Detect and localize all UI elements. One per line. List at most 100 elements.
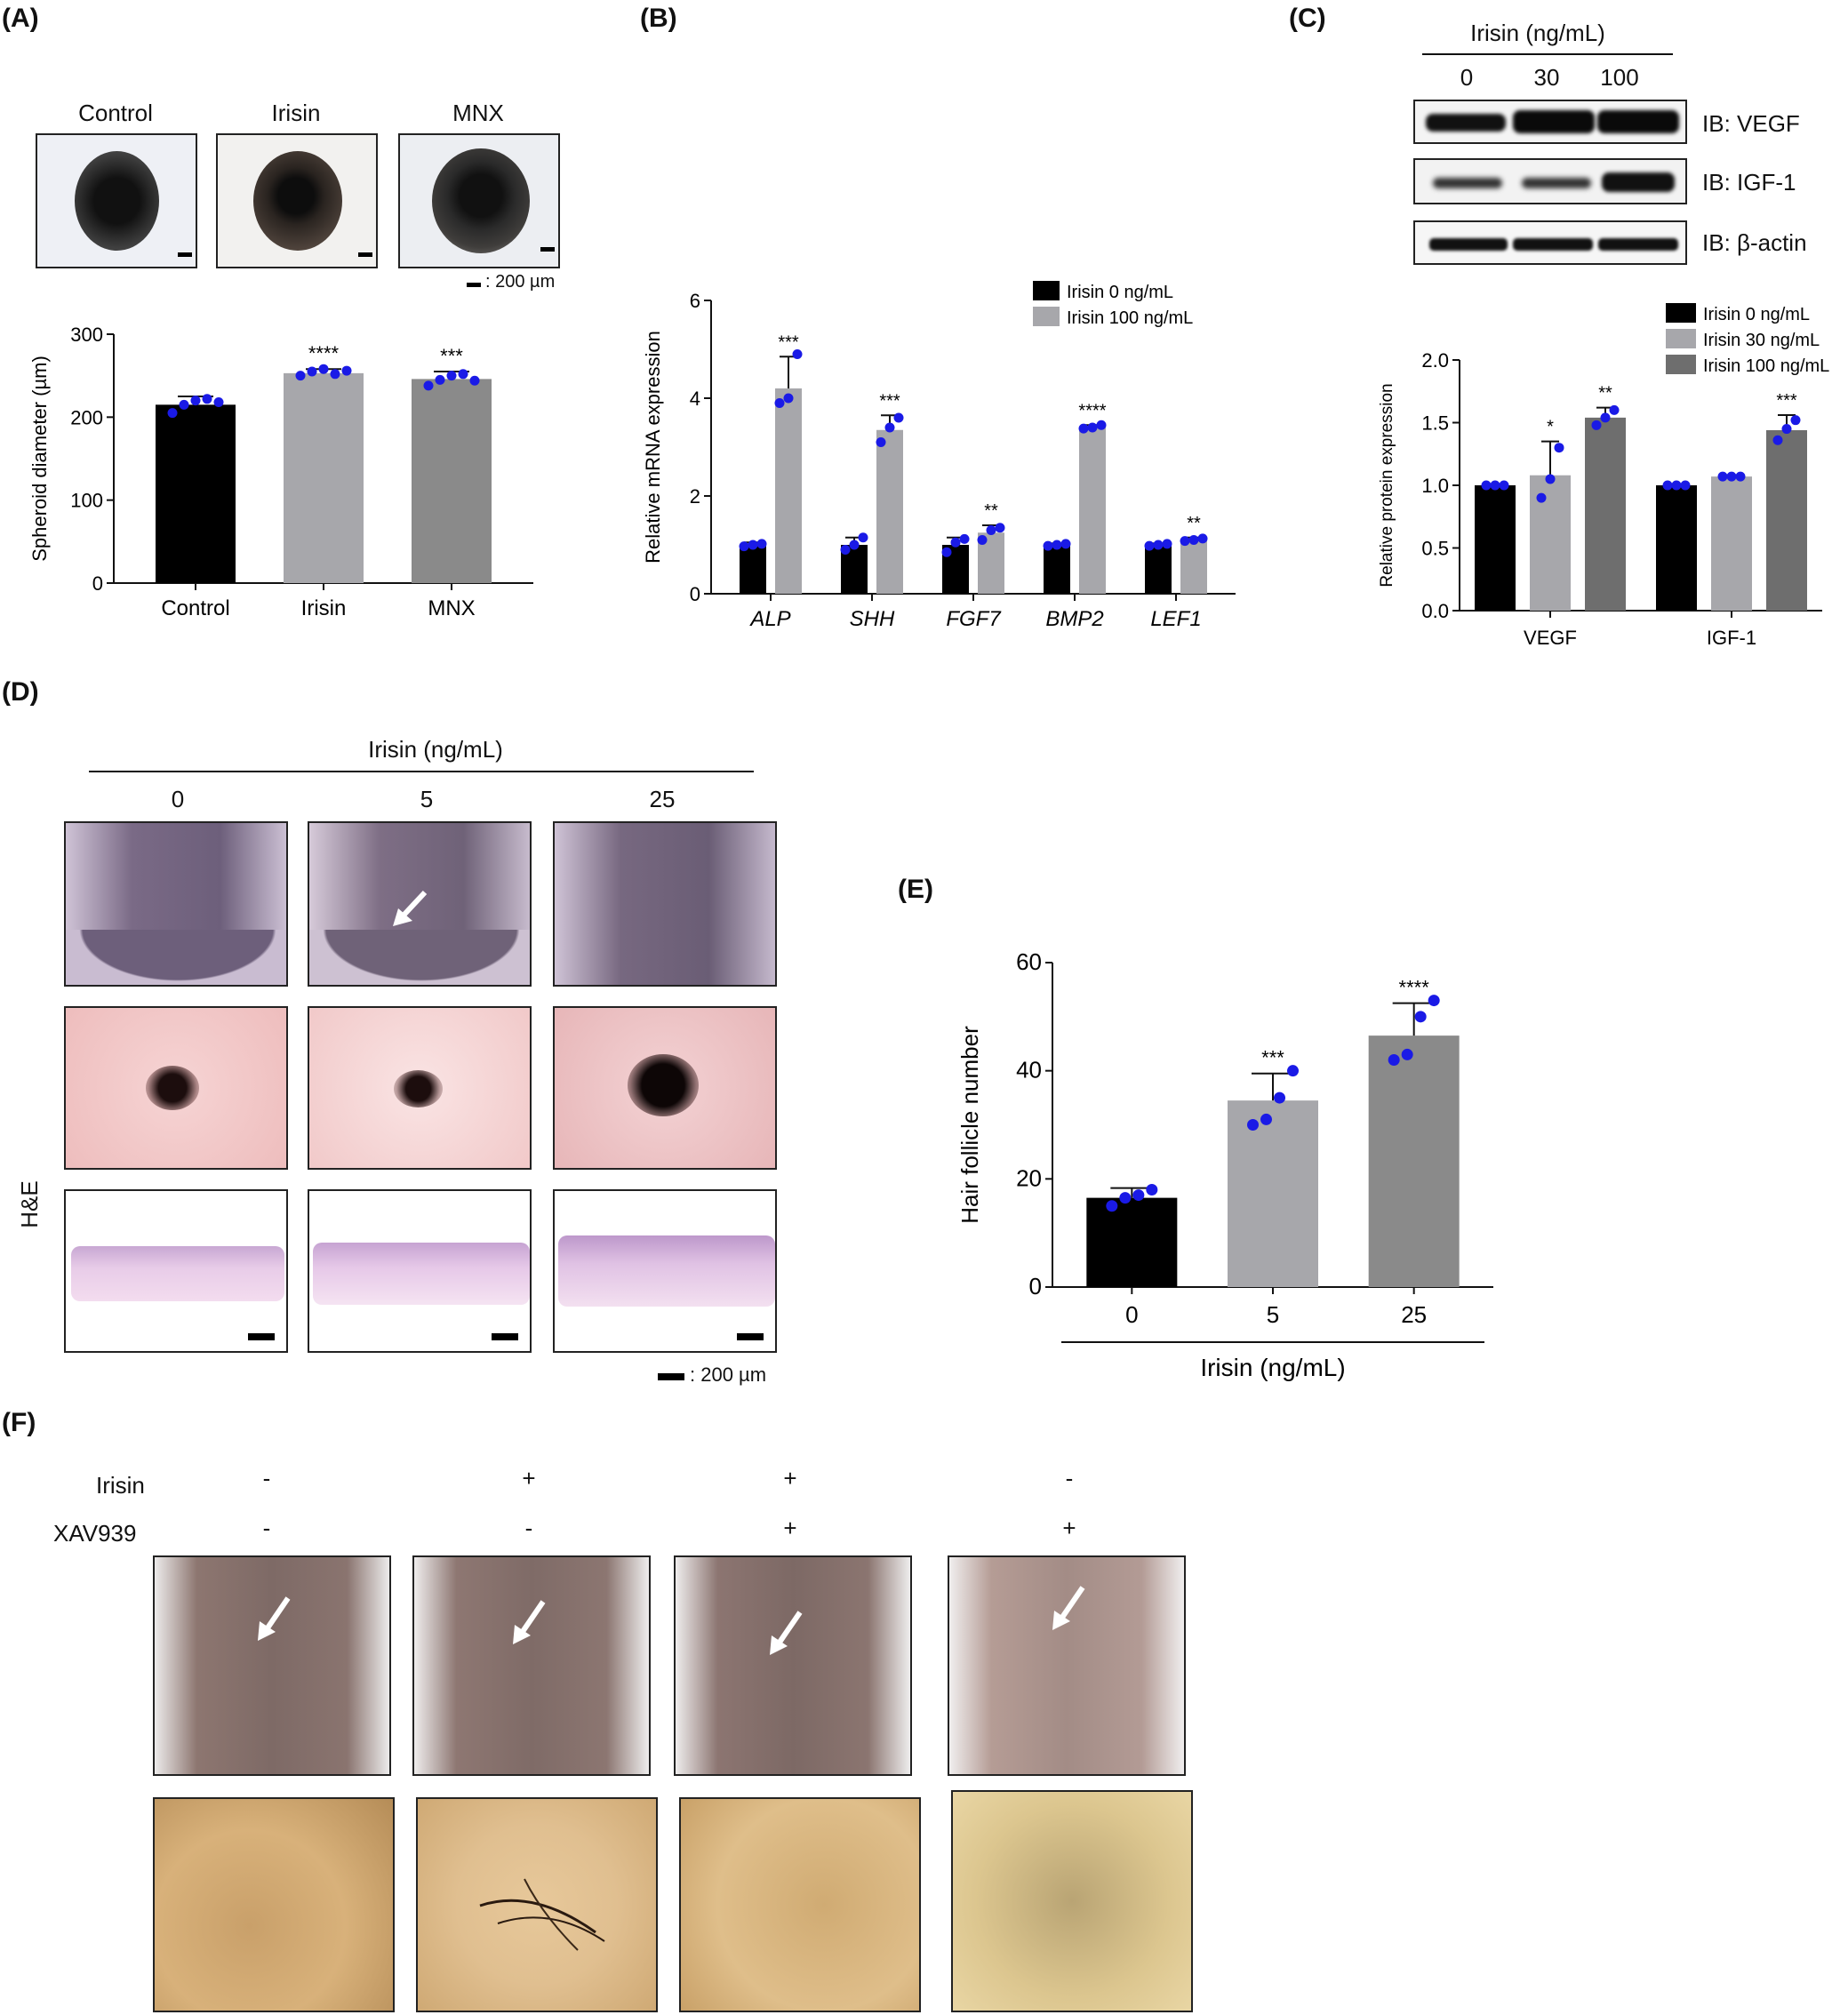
data-point xyxy=(739,541,749,552)
panel-d-col-25: 25 xyxy=(649,786,676,812)
significance-label: *** xyxy=(440,345,463,367)
data-point xyxy=(1153,540,1164,550)
data-point xyxy=(1499,480,1509,491)
bar xyxy=(1079,428,1106,594)
data-point xyxy=(1060,539,1071,549)
data-point xyxy=(1490,480,1500,491)
legend-label: Irisin 100 ng/mL xyxy=(1703,356,1829,376)
significance-label: **** xyxy=(1399,977,1430,999)
data-point xyxy=(318,364,329,374)
data-point xyxy=(1144,540,1155,551)
spheroid-image-control xyxy=(36,133,197,268)
blot-igf1 xyxy=(1413,158,1687,204)
skin-image-25 xyxy=(553,1006,777,1170)
y-tick-label: 0 xyxy=(92,572,103,595)
panel-d-col-5: 5 xyxy=(420,786,434,812)
significance-label: *** xyxy=(1776,391,1797,411)
he-row-label: H&E xyxy=(16,1180,43,1228)
arrow-icon xyxy=(1052,1586,1085,1630)
data-point xyxy=(1662,480,1673,491)
data-point xyxy=(893,412,904,423)
data-point xyxy=(1554,443,1564,453)
arrow-icon xyxy=(258,1596,291,1641)
bar xyxy=(156,404,236,583)
sign-xav939-1: - xyxy=(262,1515,271,1541)
y-tick-label: 20 xyxy=(1016,1164,1042,1191)
skin-image-5 xyxy=(308,1006,532,1170)
sign-irisin-3: + xyxy=(783,1465,797,1491)
blot-beta-actin xyxy=(1413,220,1687,265)
image-label-control: Control xyxy=(78,100,153,126)
x-tick-label: LEF1 xyxy=(1150,607,1201,631)
mouse-back-f4 xyxy=(948,1555,1186,1776)
image-label-mnx: MNX xyxy=(452,100,504,126)
chart-e: 0 20 40 60 Hair follicle number 0 *** 5 **** 25 Ir… xyxy=(956,948,1493,1381)
data-point xyxy=(330,369,340,380)
data-point xyxy=(1287,1065,1299,1077)
sign-irisin-4: - xyxy=(1065,1465,1074,1491)
data-point xyxy=(179,399,189,410)
x-tick-label: Irisin xyxy=(301,596,347,620)
data-point xyxy=(1146,1184,1158,1195)
y-axis-label: Relative mRNA expression xyxy=(642,331,664,564)
lane-label-100: 100 xyxy=(1600,64,1639,91)
x-tick-label: 0 xyxy=(1125,1301,1138,1328)
data-point xyxy=(1680,480,1691,491)
data-point xyxy=(1671,480,1682,491)
data-point xyxy=(950,537,961,548)
significance-label: *** xyxy=(879,391,900,411)
skin-image-f1 xyxy=(153,1797,395,2012)
data-point xyxy=(959,533,970,544)
data-point xyxy=(1247,1119,1259,1131)
bar xyxy=(1475,485,1516,611)
data-point xyxy=(213,397,224,408)
legend-label: Irisin 100 ng/mL xyxy=(1067,308,1193,328)
panel-label-c: (C) xyxy=(1289,4,1326,33)
scale-bar-label: : 200 µm xyxy=(690,1363,767,1386)
data-point xyxy=(1781,424,1792,435)
x-tick-label: VEGF xyxy=(1524,627,1577,649)
mouse-back-f3 xyxy=(674,1555,912,1776)
sign-xav939-3: + xyxy=(783,1515,797,1541)
x-axis-label: Irisin (ng/mL) xyxy=(1200,1354,1345,1381)
arrow-icon xyxy=(393,890,428,926)
x-tick-label: MNX xyxy=(428,596,475,620)
data-point xyxy=(1078,423,1089,434)
y-axis-label: Spheroid diameter (µm) xyxy=(28,356,51,562)
data-point xyxy=(446,371,457,381)
bar xyxy=(1656,485,1697,611)
skin-image-f2 xyxy=(416,1797,658,2012)
significance-label: ** xyxy=(1187,514,1201,533)
spheroid-image-mnx xyxy=(398,133,560,268)
bar xyxy=(1044,545,1070,594)
he-section-5 xyxy=(308,1189,532,1353)
x-tick-label: 25 xyxy=(1401,1301,1427,1328)
data-point xyxy=(792,349,803,359)
lane-label-30: 30 xyxy=(1533,64,1560,91)
data-point xyxy=(1790,415,1801,426)
data-point xyxy=(1536,492,1547,503)
y-tick-label: 60 xyxy=(1016,948,1042,975)
bar xyxy=(1585,417,1626,611)
row-label-xav939: XAV939 xyxy=(53,1520,137,1547)
y-tick-label: 100 xyxy=(70,490,103,512)
bar xyxy=(1228,1100,1318,1287)
data-point xyxy=(458,369,468,380)
bar xyxy=(1530,475,1571,611)
data-point xyxy=(202,394,212,404)
data-point xyxy=(1052,540,1062,550)
arrow-icon xyxy=(513,1600,546,1644)
bar xyxy=(1368,1035,1460,1287)
skin-image-0 xyxy=(64,1006,288,1170)
data-point xyxy=(1735,471,1746,482)
data-point xyxy=(1162,539,1172,549)
legend-swatch xyxy=(1666,303,1696,323)
panel-label-a: (A) xyxy=(2,4,39,33)
data-point xyxy=(1260,1113,1272,1125)
data-point xyxy=(748,540,758,550)
image-label-irisin: Irisin xyxy=(271,100,321,126)
x-tick-label: FGF7 xyxy=(946,607,1002,631)
scale-bar-label: : 200 µm xyxy=(485,272,556,292)
blot-header: Irisin (ng/mL) xyxy=(1470,20,1605,46)
y-tick-label: 0 xyxy=(1029,1273,1042,1299)
